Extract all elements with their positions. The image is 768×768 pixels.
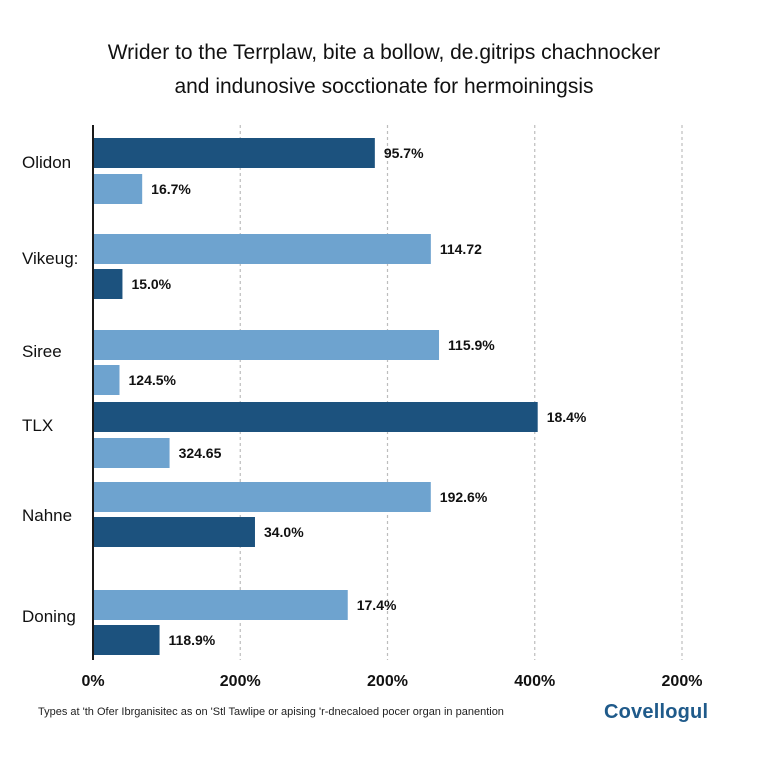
bar-10 — [93, 590, 348, 620]
category-label-1: Vikeug: — [22, 249, 78, 268]
x-tick-label-1: 200% — [220, 673, 261, 690]
bar-8 — [93, 482, 431, 512]
chart-title: Wrider to the Terrplaw, bite a bollow, d… — [0, 36, 768, 104]
bar-value-label-7: 324.65 — [179, 445, 222, 461]
bar-value-label-8: 192.6% — [440, 489, 488, 505]
bar-value-label-0: 95.7% — [384, 145, 424, 161]
footnote: Types at 'th Ofer Ibrganisitec as on 'St… — [38, 706, 504, 718]
bar-2 — [93, 234, 431, 264]
bar-1 — [93, 174, 143, 204]
category-label-4: Nahne — [22, 506, 72, 525]
chart-title-line-2: and indunosive socctionate for hermoinin… — [174, 75, 594, 98]
bar-6 — [93, 402, 538, 432]
bar-value-label-9: 34.0% — [264, 524, 304, 540]
x-tick-label-3: 400% — [514, 673, 555, 690]
bar-value-label-5: 124.5% — [129, 372, 177, 388]
category-label-2: Siree — [22, 342, 62, 361]
bar-value-label-4: 115.9% — [448, 337, 495, 353]
chart-title-line-1: Wrider to the Terrplaw, bite a bollow, d… — [107, 41, 661, 64]
bar-5 — [93, 365, 120, 395]
x-tick-label-0: 0% — [81, 673, 104, 690]
x-tick-label-2: 200% — [367, 673, 408, 690]
bar-value-label-6: 18.4% — [547, 409, 587, 425]
bar-value-label-3: 15.0% — [131, 276, 171, 292]
bar-value-label-1: 16.7% — [151, 181, 191, 197]
bar-4 — [93, 330, 440, 360]
bar-9 — [93, 517, 255, 547]
category-label-5: Doning — [22, 607, 76, 626]
category-label-0: Olidon — [22, 153, 71, 172]
bar-7 — [93, 438, 170, 468]
bar-3 — [93, 269, 123, 299]
bar-value-label-11: 118.9% — [169, 632, 216, 648]
bar-0 — [93, 138, 375, 168]
bar-value-label-10: 17.4% — [357, 597, 397, 613]
x-tick-label-4: 200% — [662, 673, 703, 690]
bar-value-label-2: 114.72 — [440, 241, 482, 257]
category-label-3: TLX — [22, 416, 53, 435]
brand-logo: Covellogul — [604, 701, 709, 723]
bar-11 — [93, 625, 160, 655]
